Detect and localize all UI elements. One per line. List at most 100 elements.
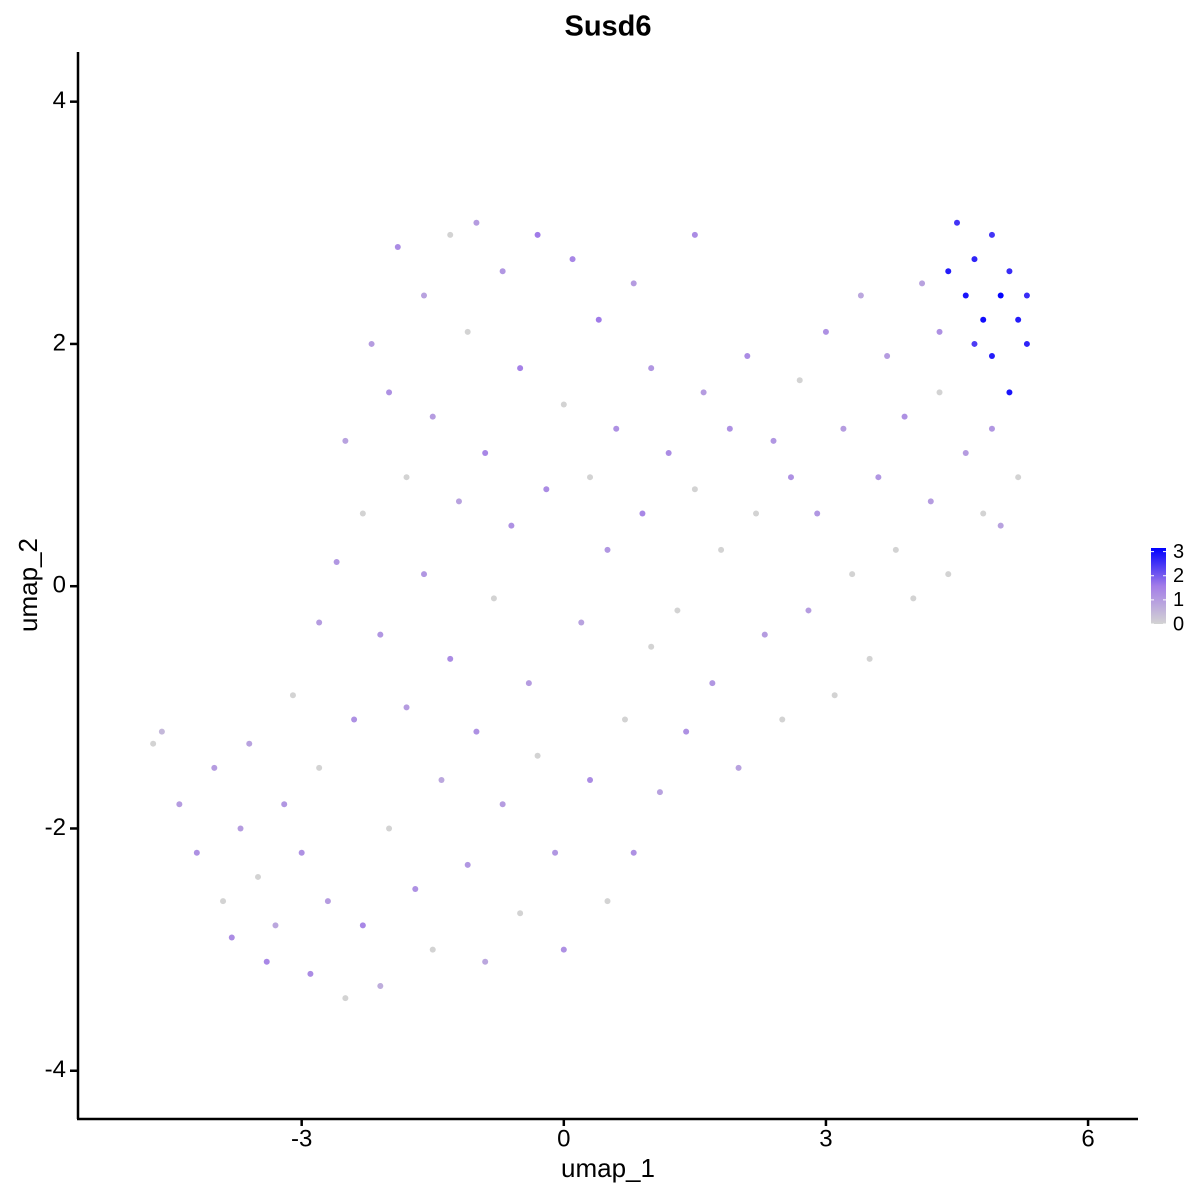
point (517, 365, 524, 372)
point (552, 849, 559, 856)
point (587, 777, 594, 784)
point (482, 449, 489, 456)
point (342, 995, 349, 1002)
point (945, 571, 952, 578)
point (630, 849, 637, 856)
point (254, 873, 261, 880)
point (543, 486, 550, 493)
colorbar-tick-label: 1 (1173, 589, 1184, 611)
x-tick-label: 6 (1081, 1125, 1094, 1152)
point (753, 510, 760, 517)
point (787, 474, 794, 481)
point (534, 752, 541, 759)
point (587, 474, 594, 481)
point (954, 219, 961, 226)
point (604, 546, 611, 553)
y-tick-label: -4 (45, 1056, 66, 1083)
point (324, 898, 331, 905)
point (691, 231, 698, 238)
point (386, 825, 393, 832)
point (849, 571, 856, 578)
point (709, 680, 716, 687)
point (910, 595, 917, 602)
y-axis-label: umap_2 (13, 538, 43, 632)
point (1015, 474, 1022, 481)
point (1006, 389, 1013, 396)
point (412, 886, 419, 893)
point (1023, 340, 1030, 347)
colorbar-tick-label: 0 (1173, 613, 1184, 635)
point (988, 425, 995, 432)
point (193, 849, 200, 856)
point (455, 498, 462, 505)
point (429, 946, 436, 953)
point (875, 474, 882, 481)
point (246, 740, 253, 747)
point (438, 777, 445, 784)
x-tick-label: 0 (557, 1125, 570, 1152)
point (534, 231, 541, 238)
point (857, 292, 864, 299)
point (377, 631, 384, 638)
point (307, 970, 314, 977)
point (473, 728, 480, 735)
point (919, 280, 926, 287)
point (770, 437, 777, 444)
point (220, 898, 227, 905)
point (508, 522, 515, 529)
point (595, 316, 602, 323)
point (150, 740, 157, 747)
point (158, 728, 165, 735)
point (621, 716, 628, 723)
point (831, 692, 838, 699)
x-tick-label: 3 (819, 1125, 832, 1152)
point (359, 922, 366, 929)
point (447, 231, 454, 238)
point (403, 474, 410, 481)
point (613, 425, 620, 432)
point (342, 437, 349, 444)
point (421, 292, 428, 299)
colorbar-tick-label: 3 (1173, 541, 1184, 563)
point (700, 389, 707, 396)
point (499, 801, 506, 808)
point (997, 522, 1004, 529)
point (1015, 316, 1022, 323)
point (971, 256, 978, 263)
point (429, 413, 436, 420)
point (945, 268, 952, 275)
point (639, 510, 646, 517)
point (962, 292, 969, 299)
y-tick-label: 2 (53, 329, 66, 356)
point (656, 789, 663, 796)
point (447, 655, 454, 662)
point (814, 510, 821, 517)
point (482, 958, 489, 965)
point (386, 389, 393, 396)
point (289, 692, 296, 699)
point (805, 607, 812, 614)
point (665, 449, 672, 456)
point (866, 655, 873, 662)
point (394, 244, 401, 251)
point (211, 764, 218, 771)
point (359, 510, 366, 517)
point (281, 801, 288, 808)
x-tick-label: -3 (291, 1125, 312, 1152)
y-tick-label: -2 (45, 814, 66, 841)
colorbar (1151, 548, 1166, 624)
point (473, 219, 480, 226)
point (892, 546, 899, 553)
point (761, 631, 768, 638)
point (228, 934, 235, 941)
point (368, 340, 375, 347)
point (377, 982, 384, 989)
point (333, 558, 340, 565)
point (176, 801, 183, 808)
point (840, 425, 847, 432)
point (683, 728, 690, 735)
point (630, 280, 637, 287)
colorbar-tick-label: 2 (1173, 565, 1184, 587)
point (735, 764, 742, 771)
